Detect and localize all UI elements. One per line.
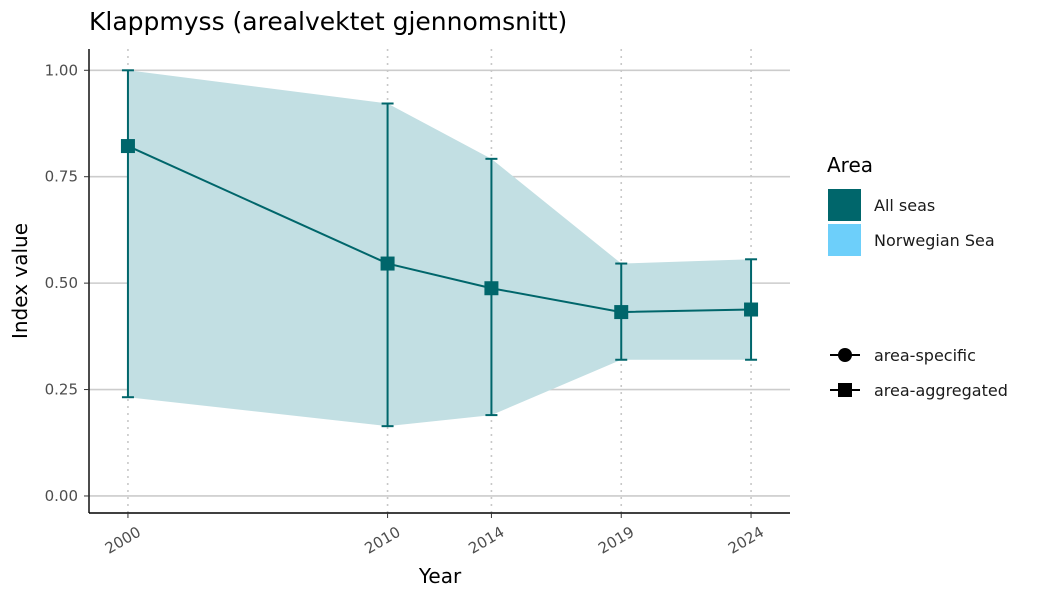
legend-color-key (828, 224, 861, 256)
chart-title: Klappmyss (arealvektet gjennomsnitt) (89, 7, 567, 36)
legend-square-icon (838, 383, 852, 397)
legend-color-key (828, 189, 861, 221)
y-tick-label: 0.25 (45, 381, 78, 399)
x-axis-title: Year (418, 564, 462, 588)
data-point (380, 256, 395, 271)
y-tick-label: 0.75 (45, 168, 78, 186)
x-axis-ticks: 2000 2010 2014 2019 2024 (102, 513, 767, 558)
plot-area (89, 49, 790, 513)
x-tick-label: 2019 (595, 523, 637, 558)
x-tick-label: 2024 (725, 523, 767, 558)
y-axis-ticks: 0.00 0.25 0.50 0.75 1.00 (45, 61, 89, 505)
data-point (120, 139, 135, 154)
legend-item-label: Norwegian Sea (874, 231, 995, 250)
data-point-layer (120, 139, 759, 320)
legend-item-label: area-specific (874, 346, 976, 365)
data-point (614, 305, 629, 320)
x-tick-label: 2014 (465, 523, 507, 558)
data-point (744, 302, 759, 317)
legend: Area All seas Norwegian Sea area-specific… (827, 153, 1008, 400)
x-tick-label: 2000 (102, 523, 144, 558)
legend-title: Area (827, 153, 873, 177)
legend-shape-items: area-specific area-aggregated (830, 346, 1008, 400)
legend-item-label: area-aggregated (874, 381, 1008, 400)
y-tick-label: 1.00 (45, 61, 78, 79)
y-tick-label: 0.50 (45, 274, 78, 292)
legend-area-items: All seas Norwegian Sea (828, 189, 995, 256)
y-tick-label: 0.00 (45, 487, 78, 505)
confidence-ribbon-layer (127, 70, 752, 427)
confidence-ribbon (127, 70, 752, 427)
x-tick-label: 2010 (362, 523, 404, 558)
error-bar (121, 69, 134, 399)
axes: 0.00 0.25 0.50 0.75 1.00 2000 2010 2014 2019 202… (45, 49, 790, 558)
data-point (484, 281, 499, 296)
y-axis-title: Index value (8, 223, 32, 339)
legend-item-label: All seas (874, 196, 935, 215)
legend-circle-icon (838, 348, 852, 362)
